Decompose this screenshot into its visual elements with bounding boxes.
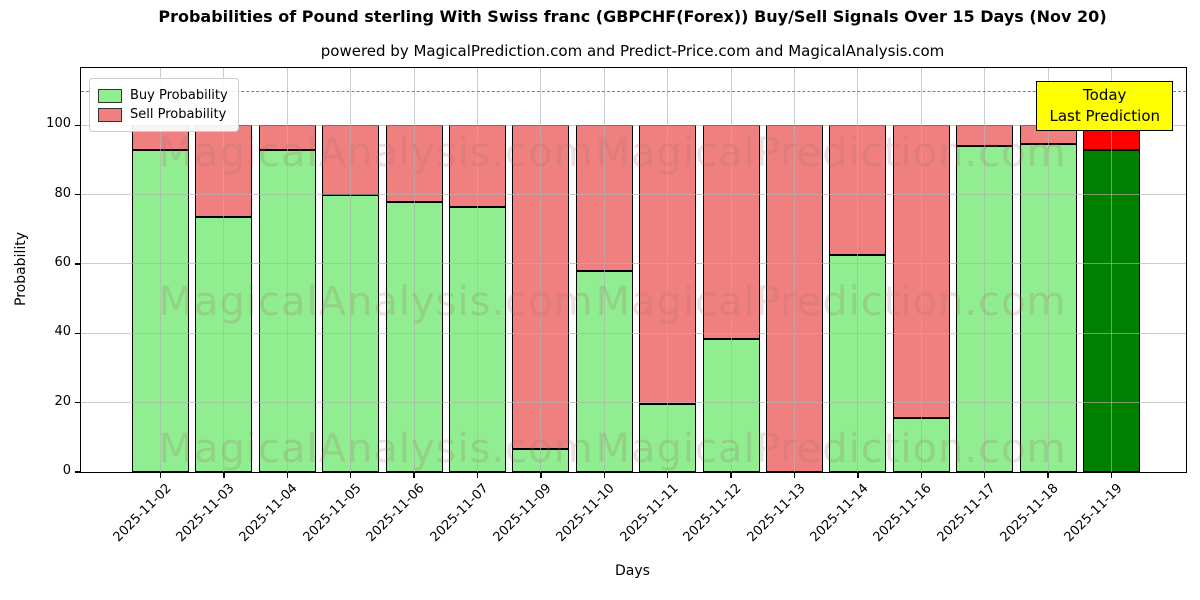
v-gridline [603, 68, 605, 472]
today-annotation: Today Last Prediction [1036, 81, 1173, 131]
h-gridline [81, 263, 1186, 265]
x-tick [667, 472, 669, 478]
x-tick [920, 472, 922, 478]
y-tick [75, 401, 81, 404]
sell-swatch [98, 107, 122, 122]
v-gridline [286, 68, 288, 472]
h-gridline [81, 332, 1186, 334]
y-tick-label: 20 [54, 393, 71, 409]
y-tick-label: 60 [54, 254, 71, 270]
v-gridline [920, 68, 922, 472]
watermark-text: MagicalAnalysis.com [158, 426, 594, 472]
x-tick [159, 472, 162, 478]
plot-area: Buy Probability Sell Probability Today L… [46, 67, 1187, 545]
v-gridline [1111, 68, 1112, 472]
x-tick [1110, 472, 1113, 478]
watermark-text: MagicalPrediction.com [595, 130, 1067, 176]
v-gridline [667, 68, 669, 472]
x-tick [603, 472, 605, 478]
v-gridline [160, 68, 161, 472]
y-tick [75, 471, 81, 473]
h-gridline [81, 194, 1186, 196]
y-tick [75, 193, 81, 196]
today-annotation-line1: Today [1083, 86, 1127, 104]
v-gridline [350, 68, 352, 472]
y-axis-label: Probability [13, 231, 29, 307]
x-tick [223, 472, 225, 478]
legend-buy-label: Buy Probability [130, 88, 228, 103]
x-tick [540, 472, 542, 478]
x-tick [350, 472, 352, 478]
x-tick [730, 472, 732, 478]
today-annotation-line2: Last Prediction [1049, 107, 1160, 125]
v-gridline [857, 68, 859, 472]
legend-item-sell: Sell Probability [98, 106, 228, 123]
x-tick [1047, 472, 1049, 478]
x-tick [413, 472, 415, 478]
watermark-text: MagicalAnalysis.com [158, 279, 594, 325]
watermark-text: MagicalAnalysis.com [158, 130, 594, 176]
buy-swatch [98, 88, 122, 103]
legend: Buy Probability Sell Probability [89, 78, 239, 132]
y-tick-label: 100 [46, 116, 71, 132]
v-gridline [794, 68, 795, 472]
watermark-text: MagicalPrediction.com [595, 426, 1067, 472]
x-axis-label: Days [615, 563, 650, 579]
y-tick [75, 263, 81, 265]
x-tick [286, 472, 288, 478]
y-tick-label: 0 [62, 463, 71, 478]
v-gridline [477, 68, 478, 472]
h-gridline [81, 402, 1186, 404]
v-gridline [1047, 68, 1049, 472]
v-gridline [223, 68, 225, 472]
y-tick [75, 124, 81, 126]
x-tick [476, 472, 479, 478]
watermark-text: MagicalPrediction.com [595, 279, 1067, 325]
x-tick [793, 472, 796, 478]
y-tick-label: 80 [54, 185, 71, 201]
legend-sell-label: Sell Probability [130, 107, 227, 122]
v-gridline [984, 68, 986, 472]
v-gridline [540, 68, 542, 472]
v-gridline [730, 68, 732, 472]
legend-item-buy: Buy Probability [98, 87, 228, 104]
chart-title: Probabilities of Pound sterling With Swi… [158, 7, 1107, 26]
y-tick-label: 40 [54, 324, 71, 340]
v-gridline [413, 68, 415, 472]
x-tick [984, 472, 986, 478]
h-gridline [81, 124, 1186, 126]
y-tick [75, 332, 81, 334]
chart-subtitle: powered by MagicalPrediction.com and Pre… [320, 42, 945, 60]
threshold-dashline [81, 90, 1186, 92]
x-tick [857, 472, 859, 478]
